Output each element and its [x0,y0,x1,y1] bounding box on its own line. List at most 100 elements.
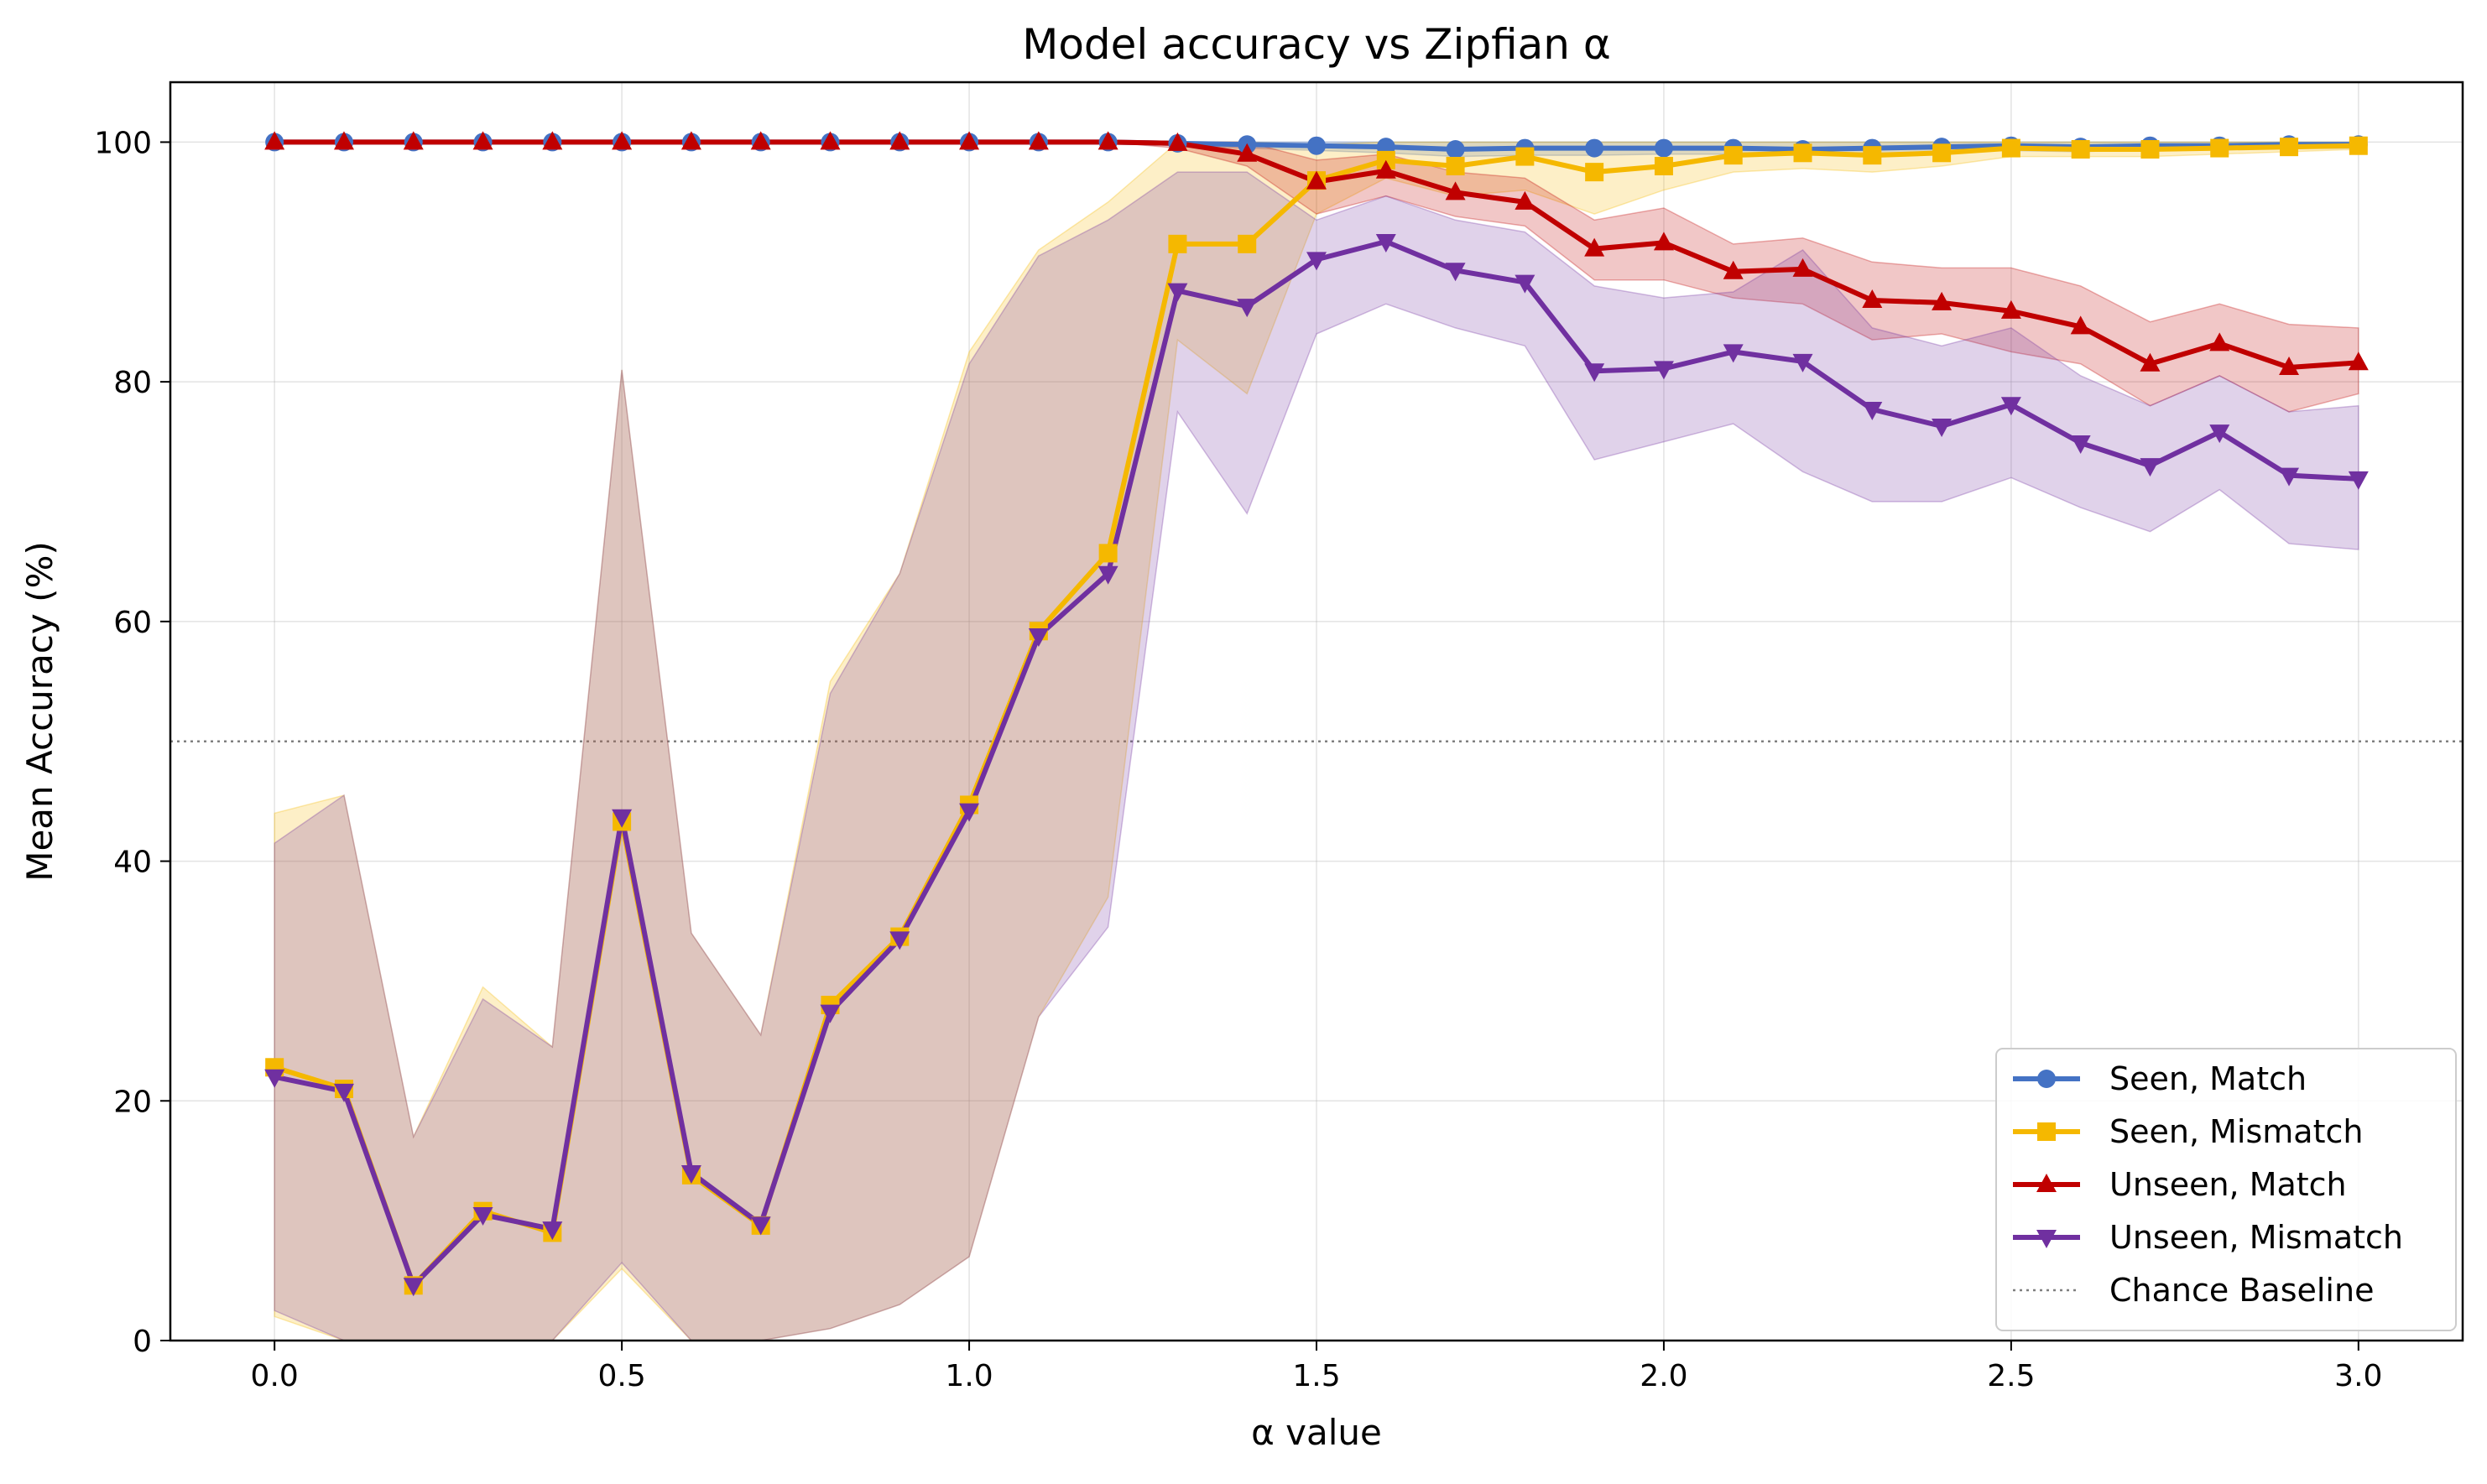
point-unseen-mismatch [2348,471,2369,490]
legend-label-unseen-match: Unseen, Match [2109,1166,2347,1203]
point-unseen-match [2348,351,2369,371]
point-unseen-mismatch [1375,234,1396,253]
x-tick-label: 3.0 [2334,1359,2382,1393]
point-seen-mismatch [2001,138,2020,158]
y-tick-label: 60 [113,606,152,640]
point-seen-mismatch [1585,163,1604,182]
point-unseen-match [1167,132,1188,151]
x-axis-label: α value [1251,1412,1382,1453]
legend-label-chance-baseline: Chance Baseline [2109,1272,2374,1309]
point-unseen-match [1445,181,1466,200]
point-unseen-mismatch [1515,274,1535,294]
point-unseen-mismatch [1584,363,1605,383]
point-seen-match [1654,138,1673,158]
point-unseen-mismatch [264,1069,285,1088]
legend-marker-seen-mismatch [2037,1122,2056,1141]
point-seen-mismatch [1168,234,1187,253]
point-unseen-mismatch [1653,361,1674,380]
point-unseen-match [889,131,910,150]
axis-ticks: 0.0 0.5 1.0 1.5 2.0 2.5 3.0 0 20 40 60 80 100 [94,126,2382,1393]
point-unseen-mismatch [1167,283,1188,302]
point-seen-mismatch [2071,140,2090,159]
y-tick-label: 40 [113,846,152,880]
legend-marker-unseen-match [2036,1174,2057,1192]
point-unseen-mismatch [2209,424,2230,444]
point-unseen-mismatch [680,1165,701,1184]
point-seen-mismatch [2140,140,2160,159]
point-unseen-match [264,131,285,150]
point-unseen-mismatch [333,1083,354,1102]
point-unseen-match [1306,170,1327,190]
point-seen-mismatch [1515,147,1535,166]
point-unseen-match [333,131,354,150]
point-unseen-match [1792,258,1813,277]
x-tick-label: 1.5 [1292,1359,1340,1393]
point-seen-mismatch [1654,157,1673,175]
point-unseen-mismatch [403,1278,424,1297]
point-unseen-mismatch [820,1004,841,1023]
point-unseen-mismatch [1028,628,1049,647]
point-unseen-mismatch [472,1207,493,1226]
y-tick-label: 100 [94,126,152,160]
point-unseen-match [1237,143,1258,162]
y-tick-label: 80 [113,366,152,400]
point-unseen-mismatch [612,809,633,828]
point-unseen-mismatch [1862,402,1883,420]
point-unseen-match [1515,190,1535,210]
point-seen-match [1585,138,1604,158]
point-seen-mismatch [1932,143,1952,163]
legend-label-seen-match: Seen, Match [2109,1060,2307,1097]
point-unseen-match [680,131,701,150]
point-unseen-mismatch [750,1216,771,1236]
point-unseen-match [1862,289,1883,308]
chart-title: Model accuracy vs Zipfian α [1022,20,1611,69]
point-unseen-match [2000,299,2021,319]
legend-marker-seen-match [2037,1070,2056,1088]
point-unseen-mismatch [2279,467,2300,487]
point-unseen-mismatch [1445,263,1466,282]
point-unseen-match [472,131,493,150]
y-tick-label: 20 [113,1085,152,1119]
point-unseen-mismatch [1237,299,1258,318]
point-unseen-match [1028,131,1049,150]
band-unseen-mismatch [274,171,2359,1341]
point-unseen-match [2070,315,2091,335]
point-unseen-match [1584,237,1605,257]
x-tick-label: 2.5 [1987,1359,2035,1393]
legend-marker-unseen-mismatch [2036,1230,2057,1248]
legend-label-unseen-mismatch: Unseen, Mismatch [2109,1219,2403,1256]
point-unseen-match [1098,131,1118,150]
y-axis-label: Mean Accuracy (%) [19,541,60,882]
point-unseen-match [750,131,771,150]
point-unseen-mismatch [2070,435,2091,454]
x-tick-label: 0.5 [597,1359,645,1393]
x-tick-label: 0.0 [251,1359,299,1393]
series-markers [264,131,2369,1297]
point-unseen-match [1723,260,1744,279]
point-unseen-match [2279,357,2300,375]
point-seen-match [1446,140,1465,159]
point-unseen-match [1653,232,1674,251]
point-seen-mismatch [2349,136,2368,155]
point-unseen-mismatch [1723,344,1744,363]
point-unseen-match [403,131,424,150]
legend-label-seen-mismatch: Seen, Mismatch [2109,1113,2363,1150]
point-unseen-mismatch [1932,419,1953,437]
point-unseen-match [2140,352,2161,372]
point-seen-mismatch [2280,138,2299,157]
legend-box [1995,1048,2457,1331]
point-seen-mismatch [1446,157,1465,175]
x-tick-label: 1.0 [945,1359,993,1393]
point-seen-mismatch [1793,143,1812,163]
point-seen-mismatch [1863,146,1882,165]
point-unseen-match [612,131,633,150]
x-tick-label: 2.0 [1640,1359,1687,1393]
point-unseen-match [2209,332,2230,351]
point-unseen-mismatch [889,931,910,950]
point-unseen-match [1932,291,1953,310]
point-unseen-match [959,131,980,150]
point-seen-mismatch [1098,544,1118,563]
point-unseen-mismatch [1098,565,1118,585]
